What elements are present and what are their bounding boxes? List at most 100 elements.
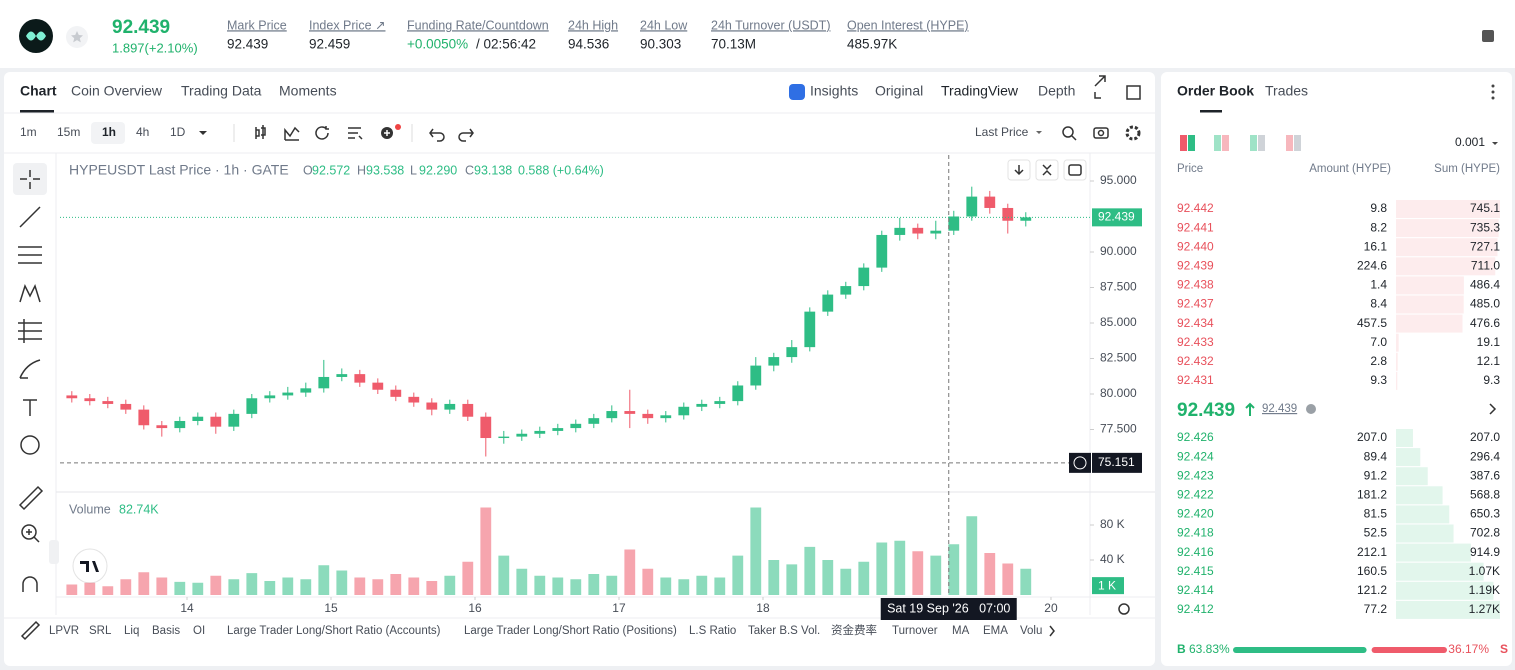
interval[interactable]: 4h bbox=[136, 125, 149, 139]
stat-label: Mark Price bbox=[227, 18, 287, 32]
axis-settings[interactable] bbox=[1118, 603, 1130, 615]
indicator-tab[interactable]: Turnover bbox=[892, 625, 938, 637]
x-tick-label: 14 bbox=[180, 601, 194, 615]
crosshair-plus-box bbox=[1069, 452, 1091, 473]
view-tab[interactable]: Insights bbox=[810, 83, 858, 99]
indicator-tab[interactable]: LPVR bbox=[49, 625, 79, 637]
window-icon[interactable] bbox=[1126, 85, 1141, 100]
volume-bar bbox=[120, 579, 132, 595]
ob-tab[interactable]: Order Book bbox=[1177, 83, 1254, 99]
candle-body bbox=[480, 416, 492, 439]
maximize-icon bbox=[1068, 164, 1082, 176]
drawing-tools bbox=[13, 163, 1130, 641]
collapse-tools[interactable] bbox=[49, 540, 59, 564]
interval[interactable]: 1h bbox=[102, 125, 116, 139]
x-tick-label: 17 bbox=[612, 601, 626, 615]
indicator-tab[interactable]: OI bbox=[193, 625, 205, 637]
ob-tab[interactable]: Trades bbox=[1265, 83, 1308, 99]
candle-body bbox=[804, 311, 816, 348]
undo-icon[interactable] bbox=[429, 128, 445, 142]
chart-tab[interactable]: Trading Data bbox=[181, 83, 262, 99]
indicator-tab[interactable]: SRL bbox=[89, 625, 112, 637]
interval[interactable]: 1D bbox=[170, 125, 186, 139]
indicator-tab[interactable]: Volu bbox=[1020, 625, 1042, 637]
ob-sum: 387.6 bbox=[1470, 468, 1500, 482]
view-tab[interactable]: TradingView bbox=[941, 83, 1019, 99]
view-tab[interactable]: Depth bbox=[1038, 83, 1075, 99]
ob-price: 92.420 bbox=[1177, 507, 1214, 521]
brush-tool[interactable] bbox=[19, 359, 41, 379]
menu-dot[interactable] bbox=[1491, 84, 1495, 88]
crosshair-tool[interactable] bbox=[20, 170, 40, 189]
layout-icon[interactable] bbox=[1482, 30, 1494, 42]
view-bids[interactable] bbox=[1250, 135, 1257, 151]
volume-bar bbox=[246, 573, 258, 595]
indicator-tab[interactable]: L.S Ratio bbox=[689, 625, 736, 637]
interval[interactable]: 15m bbox=[57, 125, 80, 139]
text-tool[interactable] bbox=[23, 399, 37, 416]
fib-tool[interactable] bbox=[18, 246, 42, 264]
interval-active-bg bbox=[91, 122, 125, 144]
magnet-tool[interactable] bbox=[22, 576, 38, 592]
view-mode[interactable] bbox=[1214, 135, 1221, 151]
indicator-tab[interactable]: Basis bbox=[152, 625, 180, 637]
indicator-tab[interactable]: Large Trader Long/Short Ratio (Positions… bbox=[464, 625, 677, 637]
crosshair-plus[interactable] bbox=[1073, 456, 1087, 470]
chart-tab[interactable]: Chart bbox=[20, 83, 57, 99]
indicator-tab[interactable]: MA bbox=[952, 625, 970, 637]
interval[interactable]: 1m bbox=[20, 125, 37, 139]
price-source-dropdown[interactable] bbox=[1036, 131, 1042, 134]
view-both[interactable] bbox=[1180, 135, 1187, 151]
settings-icon[interactable] bbox=[1125, 125, 1141, 141]
interval-dropdown[interactable] bbox=[199, 131, 207, 135]
price-source[interactable]: Last Price bbox=[975, 125, 1029, 139]
precision-dropdown[interactable] bbox=[1492, 142, 1498, 145]
volume-bar bbox=[192, 582, 204, 595]
order-book-icons bbox=[1180, 84, 1498, 416]
ob-amount: 1.4 bbox=[1370, 278, 1387, 292]
volume-bar bbox=[336, 570, 348, 595]
pattern-tool[interactable] bbox=[19, 284, 41, 303]
volume-bar bbox=[300, 579, 312, 595]
insights-badge bbox=[789, 84, 805, 100]
candle-body bbox=[102, 401, 114, 404]
snapshot-icon[interactable] bbox=[1093, 127, 1109, 139]
volume-bar bbox=[534, 575, 546, 595]
emoji-tool[interactable] bbox=[20, 435, 40, 455]
view-asks[interactable] bbox=[1286, 135, 1293, 151]
ob-amount: 181.2 bbox=[1357, 487, 1387, 501]
projection-tool[interactable] bbox=[18, 319, 42, 343]
stat-label: 24h Turnover (USDT) bbox=[711, 18, 830, 32]
search-icon[interactable] bbox=[1062, 126, 1074, 138]
ob-sum: 568.8 bbox=[1470, 487, 1500, 501]
indicator-tab[interactable]: Taker B.S Vol. bbox=[748, 625, 820, 637]
chart-tab[interactable]: Moments bbox=[279, 83, 337, 99]
x-tick-label: 16 bbox=[468, 601, 482, 615]
ob-mid-price: 92.439 bbox=[1177, 400, 1235, 421]
indicator-scroll[interactable] bbox=[1049, 625, 1055, 637]
more-arrow[interactable] bbox=[1489, 403, 1497, 415]
depth-bar bbox=[1396, 581, 1494, 600]
indicator-tab[interactable]: Liq bbox=[124, 625, 139, 637]
depth-bar bbox=[1396, 486, 1443, 505]
candle-body bbox=[858, 267, 870, 287]
ruler-tool[interactable] bbox=[18, 485, 44, 511]
indicators-icon[interactable] bbox=[284, 126, 300, 141]
compare-icon[interactable] bbox=[315, 126, 329, 140]
trend-line-tool[interactable] bbox=[19, 206, 41, 228]
redo-icon[interactable] bbox=[458, 128, 474, 142]
indicator-tab[interactable]: 资金费率 bbox=[831, 623, 877, 637]
fullscreen-icon[interactable] bbox=[1094, 75, 1106, 99]
indicator-tab[interactable]: EMA bbox=[983, 625, 1008, 637]
view-tab[interactable]: Original bbox=[875, 83, 923, 99]
chart-tab[interactable]: Coin Overview bbox=[71, 83, 163, 99]
pencil-tool[interactable] bbox=[20, 620, 41, 641]
templates-icon[interactable] bbox=[348, 127, 363, 140]
zoom-tool[interactable] bbox=[21, 524, 37, 540]
candle-type-icon[interactable] bbox=[255, 125, 266, 139]
indicator-tab[interactable]: Large Trader Long/Short Ratio (Accounts) bbox=[227, 625, 441, 637]
maximize-button[interactable] bbox=[1063, 159, 1087, 181]
ob-precision[interactable]: 0.001 bbox=[1455, 135, 1485, 149]
